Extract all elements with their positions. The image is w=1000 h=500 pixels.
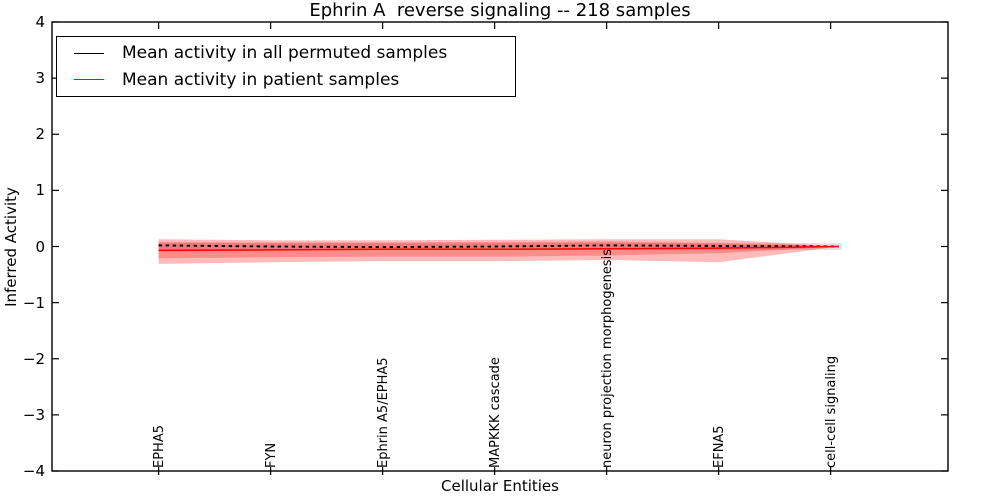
legend: Mean activity in all permuted samples Me… (56, 36, 516, 97)
x-tick-label: neuron projection morphogenesis (599, 249, 615, 468)
y-tick-label: 0 (35, 237, 45, 256)
legend-line-sample-permuted-icon (74, 52, 104, 54)
x-tick-label: EPHA5 (151, 425, 167, 468)
x-tick-label: cell-cell signaling (823, 355, 839, 468)
legend-item-patient: Mean activity in patient samples (57, 70, 515, 90)
legend-line-sample-patient-icon (74, 79, 104, 81)
y-tick-label: −4 (22, 462, 45, 480)
y-tick-label: 1 (35, 181, 45, 200)
y-tick-label: −2 (22, 349, 45, 368)
x-tick-label: FYN (263, 442, 279, 468)
x-tick-label: EFNA5 (711, 425, 727, 468)
x-tick-label: Ephrin A5/EPHA5 (375, 357, 391, 468)
y-tick-label: −3 (22, 405, 45, 424)
y-tick-label: 4 (35, 13, 45, 31)
y-tick-label: 3 (35, 69, 45, 88)
x-axis-label: Cellular Entities (441, 477, 559, 495)
x-tick-label: MAPKKK cascade (487, 357, 503, 468)
y-tick-label: −1 (22, 293, 45, 312)
legend-label-permuted: Mean activity in all permuted samples (122, 43, 448, 64)
legend-item-permuted: Mean activity in all permuted samples (57, 43, 515, 63)
chart-title: Ephrin A reverse signaling -- 218 sample… (309, 0, 691, 21)
mean-line-permuted (158, 244, 839, 249)
y-tick-label: 2 (35, 125, 45, 144)
legend-label-patient: Mean activity in patient samples (122, 69, 400, 90)
mean-line-patient (158, 245, 839, 252)
